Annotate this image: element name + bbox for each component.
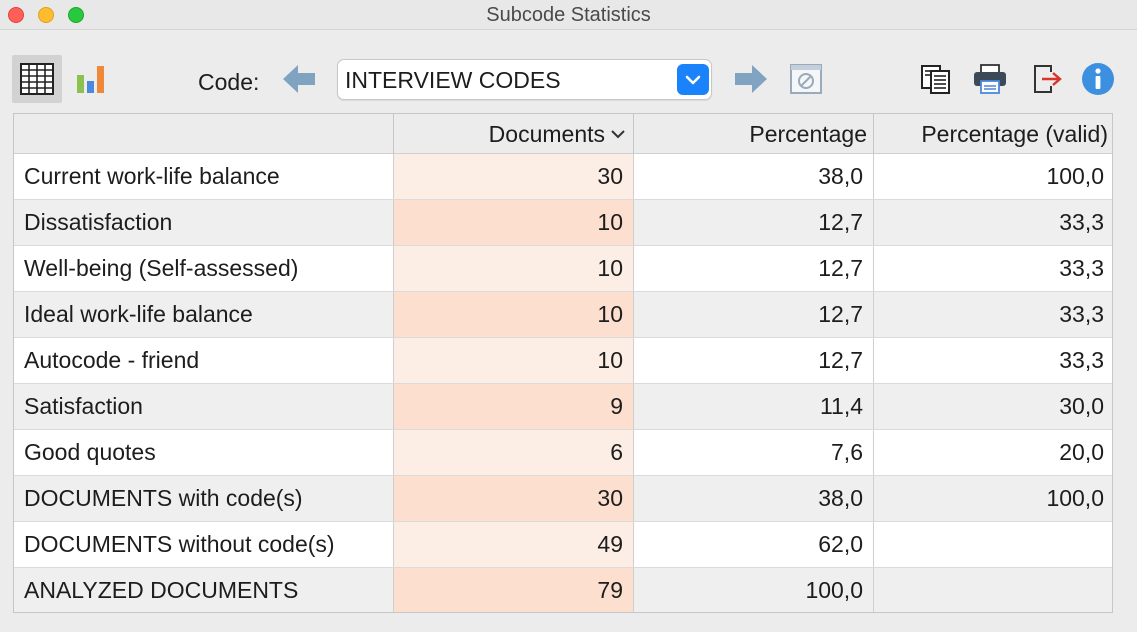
chevron-down-icon	[685, 75, 701, 84]
row-percentage: 12,7	[634, 200, 874, 245]
table-row[interactable]: Current work-life balance 30 38,0 100,0	[14, 154, 1112, 200]
row-name: ANALYZED DOCUMENTS	[14, 568, 394, 612]
table-body: Current work-life balance 30 38,0 100,0 …	[14, 154, 1112, 612]
print-icon	[974, 64, 1006, 94]
window-title: Subcode Statistics	[486, 4, 651, 26]
clear-filter-icon	[790, 64, 822, 94]
row-percentage: 11,4	[634, 384, 874, 429]
next-code-button[interactable]	[730, 59, 772, 99]
code-label: Code:	[198, 69, 260, 95]
row-percentage-valid: 33,3	[1059, 255, 1104, 281]
table-row[interactable]: Autocode - friend 10 12,7 33,3	[14, 338, 1112, 384]
table-row[interactable]: DOCUMENTS with code(s) 30 38,0 100,0	[14, 476, 1112, 522]
column-header-documents-label: Documents	[488, 120, 605, 147]
maximize-window-button[interactable]	[68, 7, 84, 23]
row-name: DOCUMENTS without code(s)	[14, 522, 394, 567]
row-documents: 10	[394, 338, 634, 383]
row-name: Autocode - friend	[14, 338, 394, 383]
table-row[interactable]: Ideal work-life balance 10 12,7 33,3	[14, 292, 1112, 338]
code-select[interactable]: INTERVIEW CODES	[337, 59, 712, 100]
statistics-table: Documents Percentage Percentage (valid) …	[13, 113, 1113, 613]
row-percentage-valid: 30,0	[1059, 393, 1104, 419]
row-percentage-valid: 20,0	[1059, 439, 1104, 465]
row-percentage-valid: 33,3	[1059, 347, 1104, 373]
print-button[interactable]	[970, 59, 1010, 99]
row-percentage: 38,0	[634, 154, 874, 199]
row-percentage: 100,0	[634, 568, 874, 612]
toolbar: Code: INTERVIEW CODES	[0, 31, 1137, 111]
row-name: Current work-life balance	[14, 154, 394, 199]
chart-view-button[interactable]	[66, 55, 116, 103]
title-bar: Subcode Statistics	[0, 0, 1137, 30]
row-documents: 30	[394, 476, 634, 521]
row-percentage: 12,7	[634, 338, 874, 383]
row-documents: 30	[394, 154, 634, 199]
row-name: Well-being (Self-assessed)	[14, 246, 394, 291]
table-row[interactable]: Dissatisfaction 10 12,7 33,3	[14, 200, 1112, 246]
row-name: Good quotes	[14, 430, 394, 475]
close-window-button[interactable]	[8, 7, 24, 23]
row-name: Ideal work-life balance	[14, 292, 394, 337]
arrow-left-icon	[283, 65, 315, 93]
row-documents: 10	[394, 200, 634, 245]
bar-chart-icon	[77, 66, 104, 93]
row-percentage: 7,6	[634, 430, 874, 475]
export-icon	[1034, 65, 1062, 93]
row-percentage-valid: 33,3	[1059, 209, 1104, 235]
row-percentage: 62,0	[634, 522, 874, 567]
row-name: DOCUMENTS with code(s)	[14, 476, 394, 521]
row-percentage: 12,7	[634, 292, 874, 337]
table-row[interactable]: Satisfaction 9 11,4 30,0	[14, 384, 1112, 430]
row-percentage-valid	[874, 568, 1112, 612]
row-percentage: 12,7	[634, 246, 874, 291]
column-header-documents[interactable]: Documents	[394, 114, 634, 154]
column-header-name[interactable]	[14, 114, 394, 154]
table-view-button[interactable]	[12, 55, 62, 103]
row-percentage-valid: 33,3	[1059, 301, 1104, 327]
row-documents: 49	[394, 522, 634, 567]
row-documents: 79	[394, 568, 634, 612]
selected-code-text: INTERVIEW CODES	[345, 67, 561, 93]
table-row[interactable]: Good quotes 6 7,6 20,0	[14, 430, 1112, 476]
minimize-window-button[interactable]	[38, 7, 54, 23]
table-row[interactable]: DOCUMENTS without code(s) 49 62,0	[14, 522, 1112, 568]
row-percentage: 38,0	[634, 476, 874, 521]
previous-code-button[interactable]	[278, 59, 320, 99]
sort-descending-icon	[611, 129, 625, 139]
row-name: Satisfaction	[14, 384, 394, 429]
row-documents: 6	[394, 430, 634, 475]
export-button[interactable]	[1028, 59, 1068, 99]
copy-button[interactable]	[916, 59, 956, 99]
info-icon	[1082, 63, 1114, 95]
copy-icon	[921, 65, 950, 94]
table-row[interactable]: ANALYZED DOCUMENTS 79 100,0	[14, 568, 1112, 612]
row-percentage-valid: 100,0	[1046, 163, 1104, 189]
row-percentage-valid	[874, 522, 1112, 567]
window-bottom-edge	[0, 618, 1137, 632]
column-header-percentage[interactable]: Percentage	[634, 114, 874, 154]
row-documents: 10	[394, 246, 634, 291]
table-header: Documents Percentage Percentage (valid)	[14, 114, 1112, 154]
column-header-percentage-valid[interactable]: Percentage (valid)	[921, 120, 1108, 147]
info-button[interactable]	[1080, 61, 1116, 97]
row-documents: 10	[394, 292, 634, 337]
table-row[interactable]: Well-being (Self-assessed) 10 12,7 33,3	[14, 246, 1112, 292]
row-documents: 9	[394, 384, 634, 429]
clear-filter-button[interactable]	[788, 61, 824, 97]
table-view-icon	[20, 63, 54, 95]
code-select-dropdown-button[interactable]	[677, 64, 709, 95]
row-name: Dissatisfaction	[14, 200, 394, 245]
row-percentage-valid: 100,0	[1046, 485, 1104, 511]
arrow-right-icon	[735, 65, 767, 93]
